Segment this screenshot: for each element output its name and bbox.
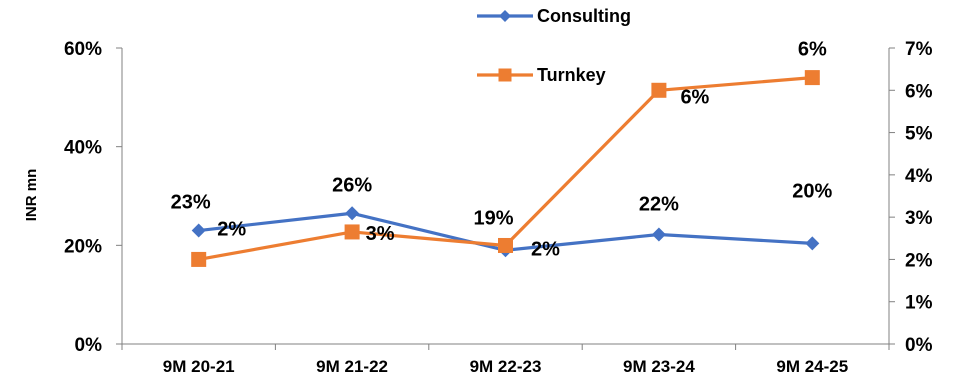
right-axis-ticks: 0% 1% 2% 3% 4% 5% 6% 7% [889, 39, 933, 356]
data-label-consulting: 22% [639, 193, 679, 215]
point-consulting [805, 236, 820, 251]
data-label-turnkey: 2% [217, 218, 246, 240]
left-axis-ticks: 0% 20% 40% 60% [64, 39, 122, 356]
data-label-consulting: 19% [473, 207, 513, 229]
point-turnkey [804, 70, 820, 86]
right-tick-label: 0% [905, 335, 933, 356]
left-tick-label: 40% [64, 138, 102, 159]
legend-marker-turnkey [498, 68, 512, 82]
x-tick-label: 9M 20-21 [163, 357, 235, 376]
right-tick-label: 1% [905, 293, 933, 314]
right-tick-label: 6% [905, 81, 933, 102]
point-consulting [345, 206, 360, 221]
x-tick-label: 9M 24-25 [776, 357, 848, 376]
point-consulting [651, 227, 666, 242]
data-label-turnkey: 2% [531, 238, 560, 260]
data-label-turnkey: 6% [680, 86, 709, 108]
series-line-turnkey [198, 76, 813, 262]
right-tick-label: 2% [905, 250, 933, 271]
right-tick-label: 4% [905, 166, 933, 187]
x-tick-label: 9M 22-23 [470, 357, 542, 376]
right-tick-label: 7% [905, 39, 933, 60]
point-turnkey [344, 224, 360, 240]
legend-label-consulting: Consulting [537, 6, 631, 26]
left-tick-label: 60% [64, 39, 102, 60]
data-label-turnkey: 3% [366, 223, 395, 245]
series-layer [191, 70, 820, 267]
left-tick-label: 20% [64, 236, 102, 257]
data-labels: 23% 26% 19% 22% 20% 2% 3% 2% 6% 6% [171, 39, 833, 261]
data-label-consulting: 26% [332, 174, 372, 196]
left-tick-label: 0% [75, 335, 103, 356]
point-turnkey [651, 82, 667, 98]
data-label-consulting: 23% [171, 192, 211, 214]
x-tick-label: 9M 23-24 [623, 357, 695, 376]
point-turnkey [191, 251, 207, 267]
data-label-consulting: 20% [792, 180, 832, 202]
point-consulting [191, 223, 206, 238]
legend: Consulting Turnkey [477, 6, 631, 85]
legend-marker-consulting [499, 10, 511, 22]
right-tick-label: 5% [905, 124, 933, 145]
x-tick-label: 9M 21-22 [316, 357, 388, 376]
legend-label-turnkey: Turnkey [537, 65, 606, 85]
category-axis-ticks: 9M 20-21 9M 21-22 9M 22-23 9M 23-24 9M 24-25 [121, 344, 890, 376]
data-label-turnkey: 6% [798, 39, 827, 61]
point-turnkey [498, 237, 513, 253]
axes [121, 48, 890, 345]
right-tick-label: 3% [905, 208, 933, 229]
y-axis-label: INR mn [23, 169, 40, 222]
